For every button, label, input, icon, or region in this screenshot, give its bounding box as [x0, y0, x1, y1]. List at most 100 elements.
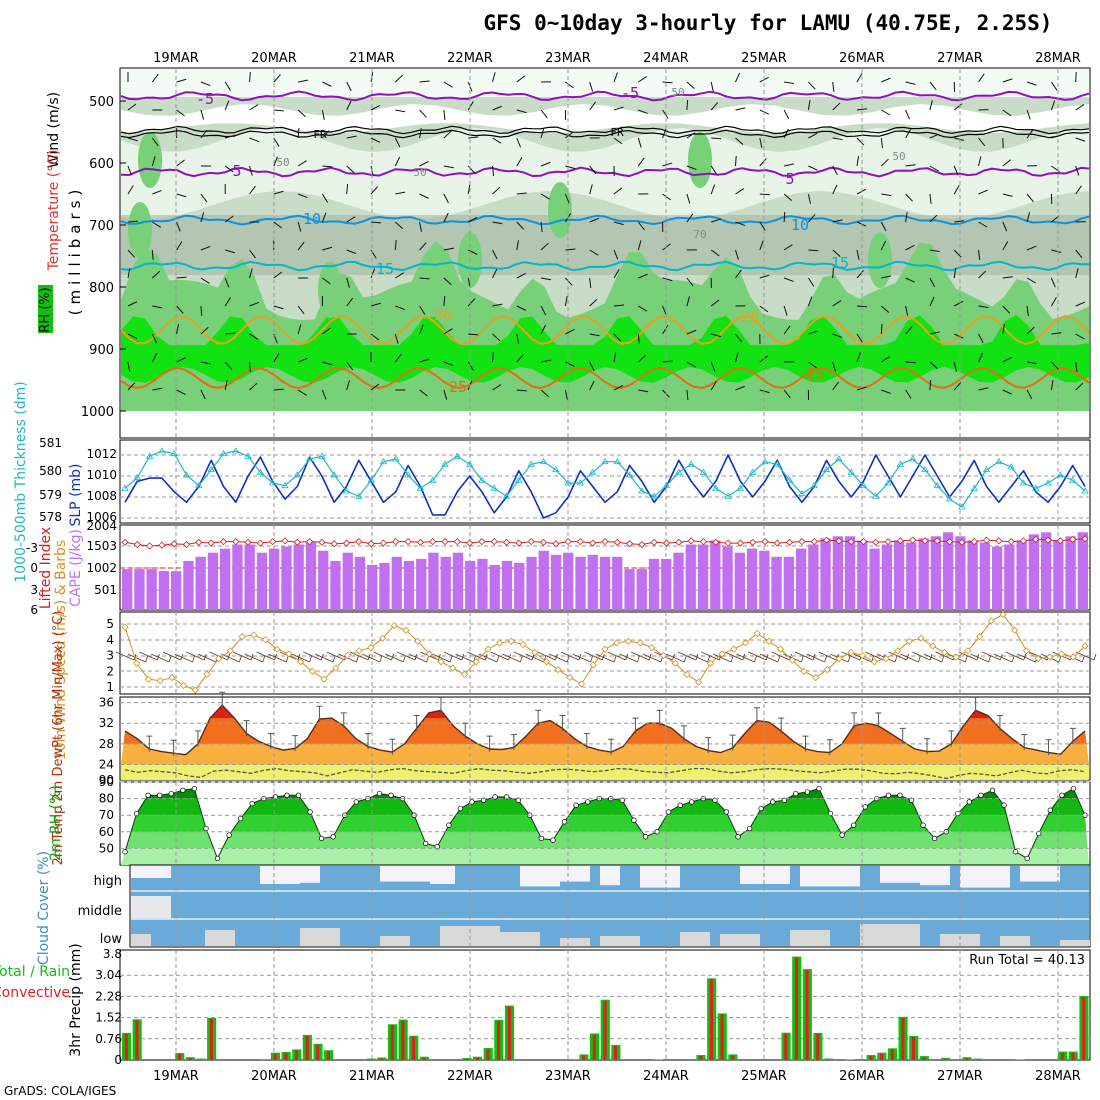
- temp-tick-extra: 90: [99, 773, 114, 787]
- li-marker: [1069, 535, 1077, 543]
- wind-barb: [1075, 268, 1079, 279]
- isotherm-neg5: [120, 90, 1090, 102]
- rh-marker: [457, 805, 464, 812]
- wind-speed-marker: [800, 667, 808, 675]
- rh-moist-cell: [688, 132, 712, 188]
- wind-barb: [923, 653, 942, 663]
- cape-tick: 1503: [86, 539, 117, 553]
- thickness-marker: [232, 447, 240, 454]
- wind-barb: [492, 351, 494, 363]
- thickness-marker: [970, 484, 978, 491]
- cloud-low-gap: [560, 938, 590, 946]
- wind-barb: [807, 277, 815, 287]
- wind-barb: [1002, 276, 1013, 279]
- wind-barb: [394, 74, 403, 83]
- wind-barb: [127, 249, 136, 258]
- precip-convective-bar: [943, 1058, 947, 1060]
- wind-barb: [127, 653, 146, 663]
- wind-barb: [395, 191, 406, 195]
- wind-speed-marker: [589, 661, 597, 669]
- wind-barb: [346, 297, 354, 307]
- cape-bar: [379, 562, 390, 610]
- wind-barb: [953, 300, 964, 307]
- wind-barb: [200, 245, 211, 251]
- wind-barb-flag: [894, 655, 898, 663]
- wind-barb: [589, 184, 593, 195]
- cape-bar: [575, 556, 586, 610]
- date-label-bottom: 26MAR: [839, 1069, 885, 1084]
- li-marker: [724, 539, 732, 547]
- wind-barb-flag: [964, 655, 968, 663]
- li-marker: [601, 538, 609, 546]
- wind-barb: [541, 277, 552, 281]
- thickness-marker: [453, 452, 462, 459]
- wind-barb: [686, 389, 689, 400]
- wind-barb: [613, 304, 624, 307]
- li-tick: 3: [30, 583, 38, 597]
- thickness-marker: [773, 460, 782, 467]
- cape-bar: [367, 565, 378, 610]
- thickness-marker: [342, 487, 351, 494]
- wind-barb-flag: [262, 655, 266, 663]
- wind-barb: [595, 653, 615, 663]
- wind-speed-marker: [414, 637, 422, 645]
- li-marker: [810, 538, 818, 546]
- wind-barb: [443, 361, 454, 367]
- rh-marker: [781, 797, 787, 803]
- temp-tick: 24: [99, 758, 114, 772]
- thickness-marker: [785, 476, 794, 483]
- wind-barb: [613, 333, 622, 342]
- wind-barb: [735, 155, 737, 167]
- pressure-tick: 600: [89, 157, 114, 172]
- li-marker: [342, 539, 351, 547]
- li-marker: [872, 538, 880, 546]
- contour-label: 70: [693, 228, 706, 241]
- cape-bar: [1028, 534, 1039, 610]
- wind-speed-marker: [1046, 653, 1054, 661]
- wind-barb: [151, 73, 159, 83]
- wind-barb: [565, 277, 573, 286]
- wind-speed-marker: [507, 637, 515, 645]
- wind-barb: [370, 302, 381, 307]
- cape-bar: [1053, 540, 1064, 610]
- wind-barb: [1026, 245, 1037, 251]
- precip-convective-bar: [794, 957, 799, 1060]
- cape-bar: [979, 542, 990, 610]
- rh-marker: [619, 797, 625, 803]
- wind-barb: [929, 193, 932, 204]
- wind-barb: [176, 389, 186, 395]
- wind-barb: [1002, 78, 1013, 83]
- wind-barb: [200, 81, 211, 87]
- wind-barb: [200, 193, 208, 203]
- wind-barb-flag: [449, 655, 453, 663]
- thickness-marker: [515, 476, 523, 483]
- wind-barb: [638, 273, 648, 279]
- wind-barb: [589, 249, 599, 256]
- thickness-marker: [798, 489, 806, 497]
- cape-bar: [440, 556, 451, 610]
- cloud-low-gap: [300, 928, 340, 946]
- date-label-bottom: 25MAR: [741, 1069, 787, 1084]
- rh-panel: 50 60 70 80 90: [99, 775, 1091, 866]
- precip-convective-bar: [507, 1006, 511, 1060]
- wind-barb: [394, 333, 399, 344]
- rh-marker: [388, 792, 394, 798]
- wind-barb: [492, 384, 502, 391]
- wind-barb: [394, 353, 402, 363]
- wind-barb: [370, 186, 379, 195]
- wind-barb: [1002, 389, 1013, 395]
- wind-barb: [978, 189, 988, 195]
- rh-marker: [723, 809, 730, 815]
- wind-barb: [771, 651, 790, 661]
- thickness-marker: [1019, 479, 1028, 486]
- wind-barb: [880, 240, 886, 251]
- wind-barb: [759, 389, 770, 394]
- wind-barb: [346, 249, 357, 255]
- wind-speed-marker: [601, 645, 609, 653]
- wind-barb: [321, 389, 327, 400]
- wind-barb: [150, 653, 170, 663]
- date-label-bottom: 27MAR: [937, 1069, 983, 1084]
- cape-bar: [428, 552, 439, 610]
- wind-speed-marker: [858, 651, 867, 660]
- li-marker: [207, 539, 215, 547]
